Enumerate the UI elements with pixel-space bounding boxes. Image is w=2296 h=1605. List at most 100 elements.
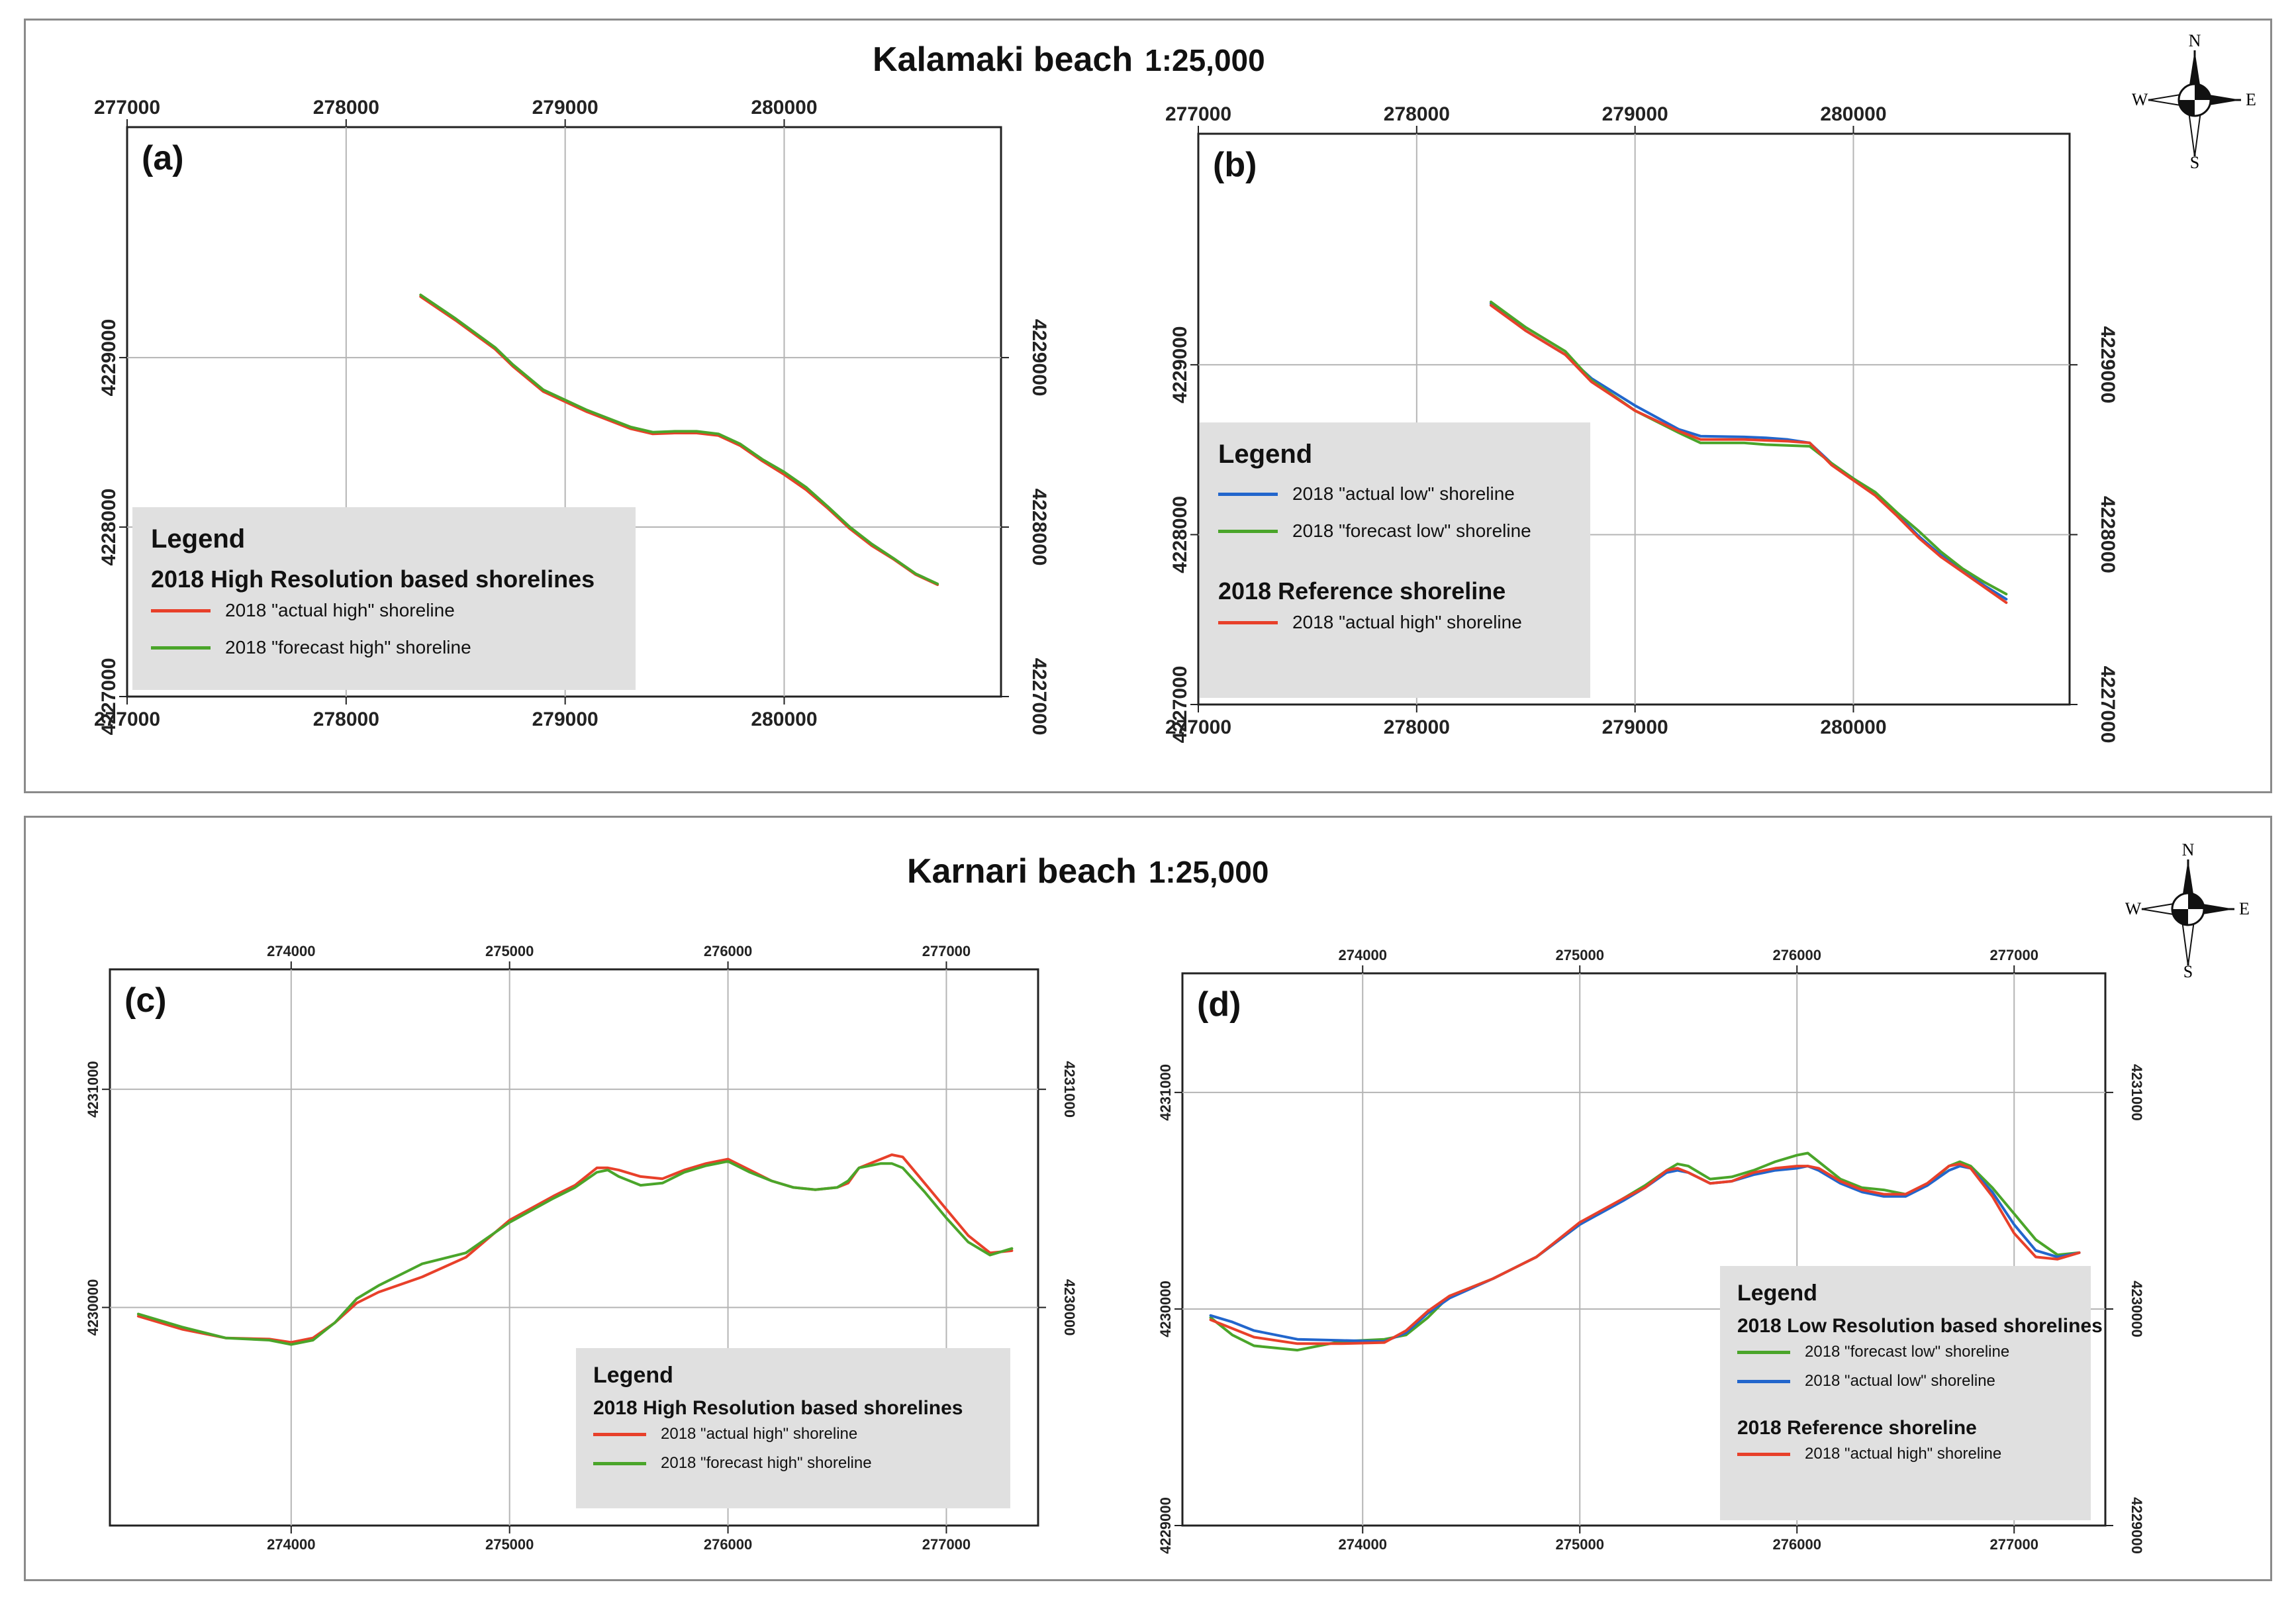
x-tick-label-bottom: 274000 bbox=[1339, 1536, 1387, 1553]
y-tick-label-left: 4230000 bbox=[85, 1279, 101, 1336]
legend-swatch bbox=[1218, 492, 1278, 496]
x-tick-label-top: 277000 bbox=[94, 97, 160, 119]
legend-label: 2018 "actual high" shoreline bbox=[1292, 612, 1522, 632]
legend-panel-a: Legend 2018 High Resolution based shoreli… bbox=[132, 507, 636, 690]
x-tick-label-top: 278000 bbox=[1384, 103, 1450, 125]
y-tick-label-right: 4230000 bbox=[1061, 1279, 1078, 1336]
y-tick-label-left: 4229000 bbox=[1169, 326, 1191, 404]
legend-swatch bbox=[593, 1432, 646, 1436]
y-tick-label-right: 4227000 bbox=[1028, 658, 1050, 736]
y-tick-label-left: 4231000 bbox=[85, 1061, 101, 1118]
y-tick-label-right: 4230000 bbox=[2129, 1281, 2145, 1338]
legend-group-heading: 2018 High Resolution based shorelines bbox=[593, 1397, 963, 1419]
y-tick-label-left: 4228000 bbox=[98, 489, 120, 566]
legend-label: 2018 "actual high" shoreline bbox=[225, 600, 455, 620]
compass-s-bottom: S bbox=[2183, 962, 2193, 979]
compass-e-top: E bbox=[2246, 90, 2256, 109]
x-tick-label-bottom: 274000 bbox=[267, 1536, 315, 1553]
legend-label: 2018 "actual high" shoreline bbox=[661, 1425, 858, 1443]
y-tick-label-right: 4231000 bbox=[1061, 1061, 1078, 1118]
legend-swatch bbox=[1737, 1379, 1790, 1383]
top-scale: 1:25,000 bbox=[1145, 43, 1265, 77]
legend-label: 2018 "forecast high" shoreline bbox=[661, 1454, 872, 1472]
y-tick-label-right: 4227000 bbox=[2097, 666, 2119, 744]
x-tick-label-bottom: 278000 bbox=[1384, 716, 1450, 738]
x-tick-label-top: 274000 bbox=[267, 943, 315, 959]
y-tick-label-right: 4229000 bbox=[2129, 1497, 2145, 1554]
legend-entry: 2018 "actual high" shoreline bbox=[593, 1425, 857, 1443]
shoreline-series-b-2 bbox=[1490, 304, 2008, 605]
x-tick-label-top: 276000 bbox=[704, 943, 752, 959]
legend-swatch bbox=[1737, 1350, 1790, 1354]
legend-entry: 2018 "forecast high" shoreline bbox=[151, 637, 471, 658]
shoreline-series-a-0 bbox=[419, 295, 939, 587]
legend-swatch bbox=[151, 646, 211, 650]
compass-w-bottom: W bbox=[2125, 899, 2142, 918]
x-tick-label-bottom: 278000 bbox=[313, 708, 379, 730]
x-tick-label-bottom: 275000 bbox=[485, 1536, 534, 1553]
legend-label: 2018 "actual low" shoreline bbox=[1805, 1372, 1995, 1390]
top-title-text: Kalamaki beach bbox=[873, 40, 1133, 79]
legend-panel-c: Legend 2018 High Resolution based shoreli… bbox=[576, 1348, 1010, 1508]
x-tick-label-bottom: 277000 bbox=[94, 708, 160, 730]
chart-panel-d: 274000 274000 275000 275000 276000 276000 2770… bbox=[1157, 947, 2145, 1554]
legend-group-heading: 2018 High Resolution based shorelines bbox=[151, 565, 595, 593]
shoreline-series-d-2 bbox=[1209, 1162, 2081, 1345]
legend-entry: 2018 "actual high" shoreline bbox=[1218, 612, 1522, 633]
legend-entry: 2018 "actual low" shoreline bbox=[1218, 483, 1515, 505]
legend-swatch bbox=[593, 1461, 646, 1465]
y-tick-label-right: 4228000 bbox=[1028, 489, 1050, 566]
north-arrow-icon-top: N S W E bbox=[2132, 31, 2256, 170]
x-tick-label-top: 275000 bbox=[1556, 947, 1604, 963]
bottom-title-text: Karnari beach bbox=[907, 852, 1137, 891]
panel-label-c: (c) bbox=[124, 981, 167, 1020]
x-tick-label-top: 279000 bbox=[532, 97, 598, 119]
chart-panel-b: 277000 277000 278000 278000 279000 279000 2800… bbox=[1165, 103, 2119, 743]
x-tick-label-top: 274000 bbox=[1339, 947, 1387, 963]
shoreline-series-c-1 bbox=[136, 1159, 1014, 1346]
legend-title: Legend bbox=[151, 524, 246, 554]
x-tick-label-top: 280000 bbox=[751, 97, 817, 119]
plot-area-b bbox=[1197, 132, 2071, 706]
x-tick-label-bottom: 279000 bbox=[1602, 716, 1668, 738]
shoreline-series-d-0 bbox=[1209, 1151, 2081, 1352]
legend-entry: 2018 "forecast low" shoreline bbox=[1218, 520, 1531, 542]
x-tick-label-bottom: 280000 bbox=[751, 708, 817, 730]
y-tick-label-left: 4229000 bbox=[1157, 1497, 1174, 1554]
panel-label-a: (a) bbox=[142, 139, 184, 177]
legend-label: 2018 "forecast low" shoreline bbox=[1292, 520, 1531, 541]
panel-label-d: (d) bbox=[1197, 985, 1241, 1024]
legend-title: Legend bbox=[1218, 440, 1313, 469]
legend-swatch bbox=[1737, 1452, 1790, 1456]
x-tick-label-top: 277000 bbox=[1165, 103, 1231, 125]
legend-label: 2018 "forecast low" shoreline bbox=[1805, 1343, 2010, 1361]
panel-label-b: (b) bbox=[1213, 146, 1257, 184]
y-tick-label-left: 4229000 bbox=[98, 319, 120, 397]
x-tick-label-top: 277000 bbox=[1990, 947, 2038, 963]
x-tick-label-top: 279000 bbox=[1602, 103, 1668, 125]
legend-group-heading: 2018 Reference shoreline bbox=[1218, 577, 1506, 605]
y-tick-label-left: 4227000 bbox=[98, 658, 120, 736]
x-tick-label-bottom: 275000 bbox=[1556, 1536, 1604, 1553]
bottom-scale: 1:25,000 bbox=[1148, 855, 1269, 889]
x-tick-label-bottom: 279000 bbox=[532, 708, 598, 730]
y-tick-label-right: 4228000 bbox=[2097, 496, 2119, 573]
legend-label: 2018 "forecast high" shoreline bbox=[225, 637, 471, 657]
y-tick-label-left: 4227000 bbox=[1169, 666, 1191, 744]
legend-label: 2018 "actual high" shoreline bbox=[1805, 1445, 2002, 1463]
x-tick-label-bottom: 277000 bbox=[922, 1536, 971, 1553]
x-tick-label-top: 276000 bbox=[1773, 947, 1821, 963]
x-tick-label-bottom: 276000 bbox=[704, 1536, 752, 1553]
y-tick-label-right: 4229000 bbox=[1028, 319, 1050, 397]
legend-swatch bbox=[1218, 529, 1278, 533]
x-tick-label-top: 280000 bbox=[1820, 103, 1886, 125]
top-title: Kalamaki beach 1:25,000 bbox=[873, 40, 1265, 79]
y-tick-label-left: 4228000 bbox=[1169, 496, 1191, 573]
legend-title: Legend bbox=[593, 1363, 673, 1388]
legend-swatch bbox=[1218, 620, 1278, 624]
y-tick-label-right: 4229000 bbox=[2097, 326, 2119, 404]
legend-entry: 2018 "forecast low" shoreline bbox=[1737, 1343, 2009, 1361]
shoreline-series-a-1 bbox=[419, 293, 939, 585]
legend-group-heading: 2018 Reference shoreline bbox=[1737, 1417, 1977, 1439]
legend-entry: 2018 "actual high" shoreline bbox=[1737, 1445, 2001, 1463]
